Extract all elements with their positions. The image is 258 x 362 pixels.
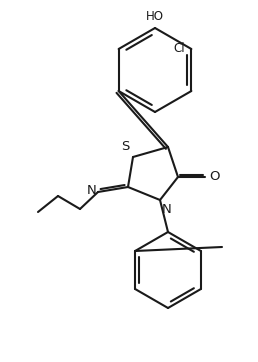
Text: HO: HO [146, 10, 164, 23]
Text: N: N [86, 185, 96, 198]
Text: S: S [122, 140, 130, 153]
Text: N: N [162, 203, 172, 216]
Text: O: O [209, 171, 220, 184]
Text: Cl: Cl [174, 42, 186, 55]
